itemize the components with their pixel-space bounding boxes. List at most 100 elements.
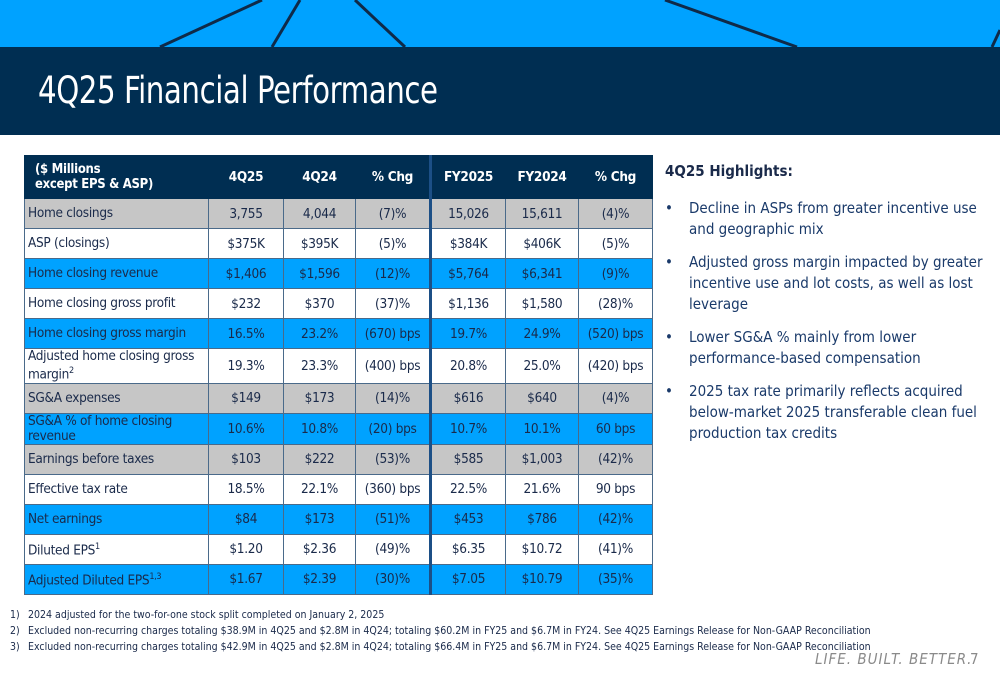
table-row: Home closings 3,755 4,044 (7)% 15,026 15,611(… [24, 198, 653, 229]
table-cell: 10.8% [283, 412, 356, 445]
footnote: 3) Excluded non-recurring charges totalin… [10, 639, 871, 655]
footnote-ref: 1 [95, 541, 100, 552]
table-cell: $1.20 [208, 533, 284, 565]
row-label: Adjusted home closing gross margin2 [24, 348, 209, 384]
table-cell: 10.1% [505, 412, 579, 445]
banner-decoration [159, 0, 1000, 47]
table-row: Adjusted home closing gross margin2 19.3%… [24, 348, 653, 384]
table-cell: (12)% [355, 258, 431, 289]
table-cell: $173 [283, 382, 356, 414]
table-cell: 23.3% [283, 348, 356, 384]
table-cell: $6,341 [505, 258, 579, 289]
table-cell: 16.5% [208, 318, 284, 349]
footnote: 1) 2024 adjusted for the two-for-one stoc… [10, 607, 871, 623]
page-title: 4Q25 Financial Performance [38, 69, 438, 112]
row-label: Net earnings [24, 503, 209, 535]
table-row: SG&A % of home closing revenue 10.6% 10.8%… [24, 412, 653, 445]
table-cell: 19.3% [208, 348, 284, 384]
table-cell: $173 [283, 503, 356, 535]
table-cell: $1,136 [429, 288, 506, 319]
table-cell: (9)% [578, 258, 653, 289]
table-cell: $640 [505, 382, 579, 414]
table-cell: (5)% [578, 228, 653, 259]
row-label-text: Diluted EPS [28, 542, 96, 559]
table-cell: 90 bps [578, 473, 653, 505]
row-label: Home closing revenue [24, 258, 209, 289]
table-cell: (420) bps [578, 348, 653, 384]
table-cell: (28)% [578, 288, 653, 319]
table-cell: $1,596 [283, 258, 356, 289]
table-cell: $10.79 [505, 563, 579, 595]
table-row: Net earnings $84 $173 (51)% $453 $786 (42)% [24, 503, 653, 535]
column-header: 4Q25 [208, 155, 284, 199]
table-row: Home closing revenue $1,406 $1,596 (12)% $5,… [24, 258, 653, 289]
title-bar: 4Q25 Financial Performance [0, 47, 1000, 135]
column-header: % Chg [578, 155, 653, 199]
table-cell: $1,580 [505, 288, 579, 319]
table-cell: $585 [429, 443, 506, 475]
table-cell: (20) bps [355, 412, 431, 445]
table-cell: $1,406 [208, 258, 284, 289]
row-label-text: Net earnings [28, 510, 103, 527]
highlights-panel: 4Q25 Highlights: Decline in ASPs from gr… [665, 162, 985, 456]
highlight-item: Adjusted gross margin impacted by greate… [665, 252, 985, 315]
table-row: SG&A expenses $149 $173 (14)% $616 $640 (4)% [24, 382, 653, 414]
table-cell: $222 [283, 443, 356, 475]
table-cell: 21.6% [505, 473, 579, 505]
table-cell: (53)% [355, 443, 431, 475]
table-cell: (35)% [578, 563, 653, 595]
table-cell: $384K [429, 228, 506, 259]
table-cell: (41)% [578, 533, 653, 565]
table-cell: 22.1% [283, 473, 356, 505]
highlights-list: Decline in ASPs from greater incentive u… [665, 198, 985, 444]
row-label: Adjusted Diluted EPS1,3 [24, 563, 209, 595]
table-cell: (51)% [355, 503, 431, 535]
row-label: Home closing gross profit [24, 288, 209, 319]
table-cell: 24.9% [505, 318, 579, 349]
table-cell: (360) bps [355, 473, 431, 505]
table-cell: $103 [208, 443, 284, 475]
row-label: Home closings [24, 198, 209, 229]
row-label: Effective tax rate [24, 473, 209, 505]
column-header: 4Q24 [283, 155, 356, 199]
footnote-text: Excluded non-recurring charges totaling … [28, 625, 871, 637]
highlight-item: Lower SG&A % mainly from lower performan… [665, 327, 985, 369]
table-cell: $10.72 [505, 533, 579, 565]
table-cell: $2.36 [283, 533, 356, 565]
column-header: % Chg [355, 155, 431, 199]
row-label-text: Home closing revenue [28, 265, 158, 281]
row-label: Home closing gross margin [24, 318, 209, 349]
table-row: Diluted EPS1 $1.20 $2.36 (49)% $6.35 $10.72 (4… [24, 533, 653, 565]
table-cell: (42)% [578, 503, 653, 535]
table-cell: $616 [429, 382, 506, 414]
row-label-text: SG&A expenses [28, 389, 121, 406]
footnote-text: 2024 adjusted for the two-for-one stock … [28, 609, 385, 621]
table-cell: 4,044 [283, 198, 356, 229]
table-row: ASP (closings) $375K $395K (5)% $384K $406K (5… [24, 228, 653, 259]
table-cell: $395K [283, 228, 356, 259]
footnote: 2) Excluded non-recurring charges totalin… [10, 623, 871, 639]
column-header: FY2025 [429, 155, 506, 199]
table-cell: $786 [505, 503, 579, 535]
table-cell: (520) bps [578, 318, 653, 349]
table-cell: 3,755 [208, 198, 284, 229]
table-cell: 10.6% [208, 412, 284, 445]
footnote-text: Excluded non-recurring charges totaling … [28, 641, 871, 653]
table-cell: (4)% [578, 198, 653, 229]
highlight-item: Decline in ASPs from greater incentive u… [665, 198, 985, 240]
table-cell: (14)% [355, 382, 431, 414]
header-banner [0, 0, 1000, 47]
row-label-text: Adjusted Diluted EPS [28, 572, 150, 589]
row-label-text: Home closing gross profit [28, 295, 176, 311]
table-cell: $1,003 [505, 443, 579, 475]
row-label-text: ASP (closings) [28, 235, 110, 251]
row-label-text: Home closings [28, 205, 113, 221]
footnote-number: 2) [10, 625, 20, 637]
table-header: ($ Millions except EPS & ASP) 4Q25 4Q24% C… [24, 155, 653, 199]
table-cell: 15,611 [505, 198, 579, 229]
table-cell: $84 [208, 503, 284, 535]
table-cell: 23.2% [283, 318, 356, 349]
table-cell: (30)% [355, 563, 431, 595]
footnote-ref: 1,3 [149, 571, 162, 582]
table-cell: (37)% [355, 288, 431, 319]
